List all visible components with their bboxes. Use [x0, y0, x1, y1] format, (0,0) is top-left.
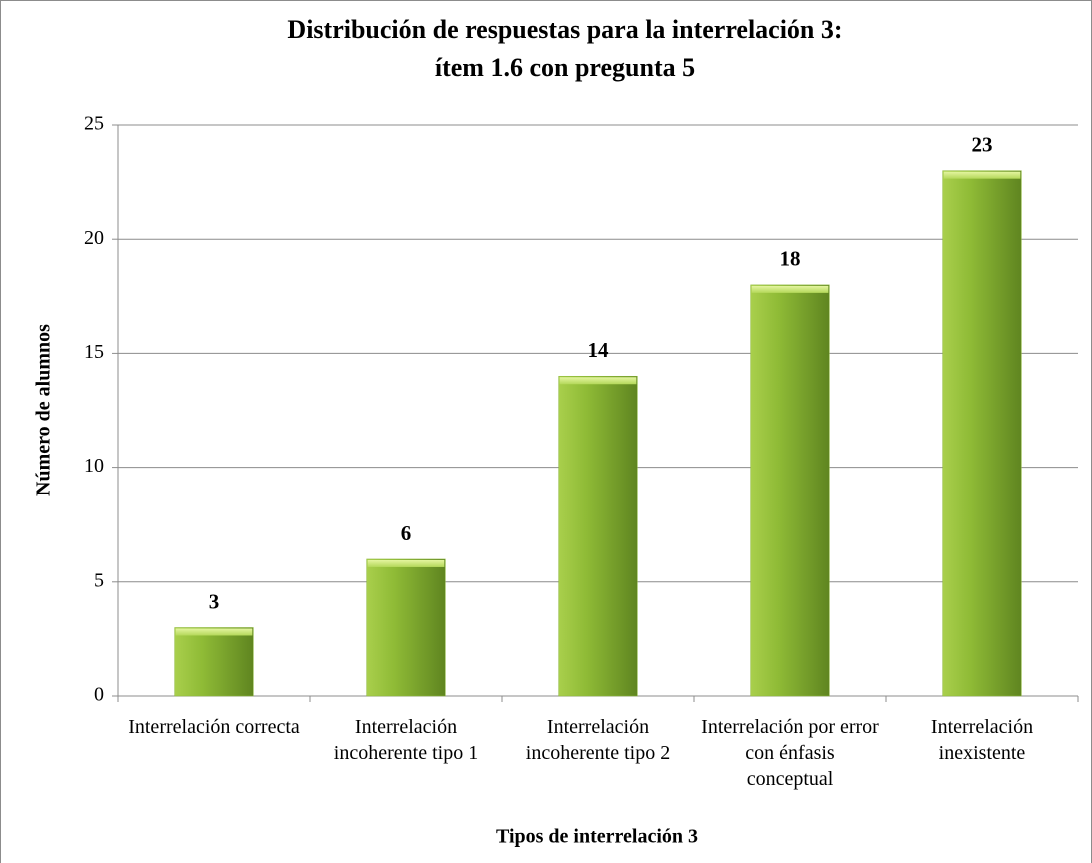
bar-highlight: [175, 628, 253, 636]
bar-highlight: [367, 559, 445, 567]
data-label: 18: [780, 247, 801, 271]
data-label: 23: [972, 132, 993, 156]
bar: [174, 627, 254, 697]
data-label: 3: [209, 589, 220, 613]
bar: [942, 170, 1022, 697]
chart-title: Distribución de respuestas para la inter…: [287, 15, 842, 44]
y-tick-label: 10: [84, 455, 104, 477]
y-tick-label: 25: [84, 113, 104, 135]
data-label: 6: [401, 521, 412, 545]
y-tick-label: 5: [94, 569, 104, 591]
x-tick-label: Interrelación por error con énfasis conc…: [701, 716, 879, 790]
y-tick-label: 20: [84, 227, 104, 249]
data-label: 14: [588, 338, 610, 362]
bar: [558, 375, 638, 697]
x-tick-label: Interrelación correcta: [128, 716, 300, 738]
bar-highlight: [751, 285, 829, 293]
bar-highlight: [943, 171, 1021, 179]
x-tick-label: Interrelación inexistente: [930, 716, 1034, 764]
y-tick-label: 15: [84, 341, 104, 363]
y-tick-label: 0: [94, 684, 104, 706]
chart-title: ítem 1.6 con pregunta 5: [435, 53, 695, 82]
bar-highlight: [559, 377, 637, 385]
x-axis-label: Tipos de interrelación 3: [496, 826, 698, 848]
y-axis-label: Número de alumnos: [33, 324, 55, 496]
bar: [750, 284, 830, 697]
x-tick-label: Interrelación incoherente tipo 1: [333, 716, 479, 764]
bar: [366, 558, 446, 697]
x-tick-label: Interrelación incoherente tipo 2: [525, 716, 671, 764]
